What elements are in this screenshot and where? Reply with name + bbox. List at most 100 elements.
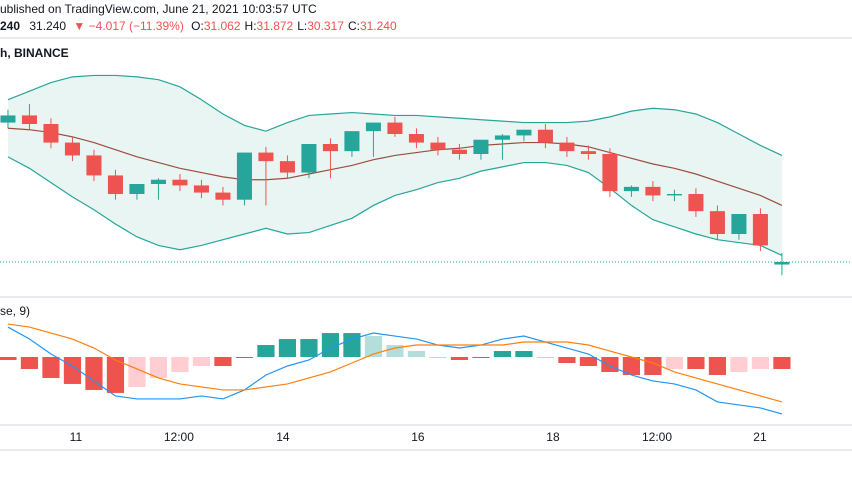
candle-body <box>236 152 252 200</box>
candle-body <box>344 131 360 152</box>
published-note: ublished on TradingView.com, June 21, 20… <box>0 2 317 16</box>
macd-line <box>7 323 783 403</box>
histogram-bar <box>665 357 684 369</box>
histogram-bar <box>106 357 125 393</box>
symbol: 240 <box>0 19 20 33</box>
candle-body <box>774 262 790 265</box>
x-tick-label: 16 <box>411 430 425 444</box>
candle-body <box>451 149 467 154</box>
histogram-bar <box>579 357 598 366</box>
candle-body <box>86 155 102 176</box>
macd-label: se, 9) <box>0 304 30 318</box>
candle-body <box>430 142 446 150</box>
histogram-bar <box>601 357 619 372</box>
histogram-bar <box>278 339 297 358</box>
candle-body <box>666 194 682 196</box>
histogram-bar <box>515 351 533 358</box>
ohlc-value: 31.872 <box>257 19 294 33</box>
candle-body <box>365 122 381 132</box>
candle-body <box>731 214 747 234</box>
histogram-bar <box>171 357 189 372</box>
histogram-bar <box>20 357 39 369</box>
candle-body <box>215 192 231 200</box>
histogram-bar <box>214 357 232 366</box>
candle-body <box>537 129 553 143</box>
candle-body <box>172 179 188 186</box>
histogram-bar <box>343 333 361 358</box>
histogram-bar <box>192 357 211 366</box>
ohlc-label: L: <box>297 19 307 33</box>
band-line <box>7 127 783 206</box>
candle-body <box>559 142 575 152</box>
histogram-bar <box>300 339 318 358</box>
histogram-bar <box>773 357 791 369</box>
candle-body <box>623 186 639 192</box>
candle-body <box>602 154 618 192</box>
histogram-bar <box>407 351 426 358</box>
histogram-bar <box>751 357 770 369</box>
candle-body <box>752 214 768 246</box>
candle-body <box>322 144 338 152</box>
x-tick-label: 21 <box>753 430 767 444</box>
ohlc-value: 31.062 <box>204 19 241 33</box>
macd-line <box>7 326 783 415</box>
histogram-bar <box>708 357 727 375</box>
candle-body <box>64 142 80 156</box>
ohlc-label: O: <box>191 19 204 33</box>
histogram-bar <box>128 357 146 387</box>
histogram-bar <box>472 357 490 359</box>
histogram-bar <box>85 357 103 390</box>
candle-body <box>494 135 510 140</box>
band-line <box>7 156 783 256</box>
quote-line: 240 31.240 ▼ −4.017 (−11.39%) O:31.062 H:… <box>0 19 397 33</box>
histogram-bar <box>493 351 512 358</box>
band-fill <box>7 75 782 256</box>
candle-body <box>279 161 295 173</box>
candle-body <box>645 186 661 196</box>
candle-body <box>709 211 725 234</box>
candle-body <box>129 184 145 194</box>
candle-body <box>516 129 532 136</box>
candle-body <box>580 151 596 154</box>
x-tick-label: 18 <box>546 430 560 444</box>
last-price: 31.240 <box>29 19 66 33</box>
histogram-bar <box>536 357 555 359</box>
candle-body <box>473 139 489 154</box>
x-tick-label: 11 <box>70 430 83 444</box>
candle-body <box>688 194 704 212</box>
histogram-bar <box>622 357 641 375</box>
candle-body <box>107 175 123 194</box>
ohlc-value: 31.240 <box>360 19 397 33</box>
ohlc-value: 30.317 <box>307 19 344 33</box>
histogram-bar <box>429 357 447 359</box>
x-tick-label: 12:00 <box>164 430 194 444</box>
pane-label: h, BINANCE <box>0 46 69 60</box>
change: ▼ −4.017 (−11.39%) <box>73 19 183 33</box>
candle-body <box>150 179 166 184</box>
x-tick-label: 12:00 <box>642 430 672 444</box>
histogram-bar <box>730 357 748 372</box>
histogram-bar <box>386 345 404 358</box>
histogram-bar <box>364 336 383 358</box>
histogram-bar <box>42 357 60 378</box>
candle-body <box>193 185 209 193</box>
candle-body <box>0 115 16 123</box>
histogram-bar <box>149 357 168 378</box>
histogram-bar <box>0 357 17 361</box>
band-line <box>7 74 783 156</box>
candle-body <box>21 115 37 124</box>
histogram-bar <box>687 357 705 369</box>
candle-body <box>387 122 403 134</box>
histogram-bar <box>235 357 254 359</box>
ohlc-label: H: <box>245 19 257 33</box>
histogram-bar <box>257 345 275 358</box>
candle-body <box>43 124 59 143</box>
x-tick-label: 14 <box>276 430 290 444</box>
histogram-bar <box>450 357 469 361</box>
candle-body <box>301 144 317 173</box>
ohlc-label: C: <box>348 19 360 33</box>
candle-body <box>258 152 274 162</box>
histogram-bar <box>558 357 576 363</box>
candle-body <box>408 134 424 143</box>
